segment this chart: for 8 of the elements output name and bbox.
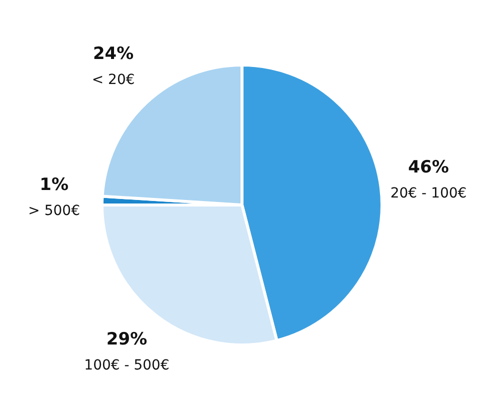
slice-label: < 20€ [92, 72, 135, 88]
data-label: 29% [106, 330, 148, 350]
data-label: 1% [40, 175, 69, 196]
slice-label: > 500€ [28, 203, 80, 220]
data-label: 24% [92, 44, 134, 64]
slice-label: 100€ - 500€ [84, 358, 170, 374]
data-label: 46% [408, 157, 449, 178]
slice-label: 20€ - 100€ [390, 185, 467, 202]
